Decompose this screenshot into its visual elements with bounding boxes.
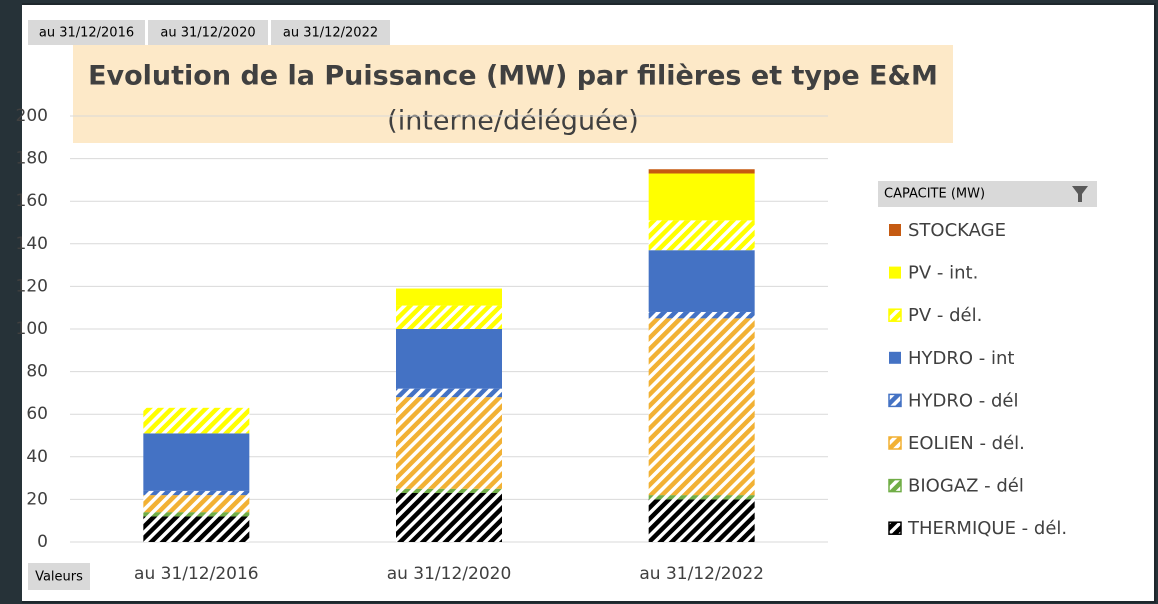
bar-segment bbox=[396, 493, 502, 542]
field-button[interactable] bbox=[148, 20, 268, 45]
legend-swatch bbox=[888, 521, 902, 535]
chart-title: Evolution de la Puissance (MW) par filiè… bbox=[88, 61, 938, 92]
values-button-label: Valeurs bbox=[35, 570, 83, 585]
side-strip bbox=[0, 0, 22, 604]
y-tick-label: 0 bbox=[37, 532, 48, 552]
y-tick-label: 200 bbox=[16, 106, 48, 126]
legend-label: BIOGAZ - dél bbox=[908, 476, 1024, 497]
y-tick-label: 180 bbox=[16, 149, 48, 169]
legend-swatch bbox=[888, 393, 902, 408]
y-tick-label: 140 bbox=[16, 234, 48, 254]
legend-label: PV - int. bbox=[908, 263, 978, 284]
bar-segment bbox=[143, 495, 250, 513]
field-button-label: au 31/12/2022 bbox=[283, 26, 378, 41]
legend-swatch bbox=[889, 351, 901, 364]
chart-subtitle: (interne/déléguée) bbox=[387, 106, 639, 137]
bar-segment bbox=[648, 250, 755, 312]
bar-segment bbox=[648, 499, 755, 542]
bar-segment bbox=[143, 490, 250, 496]
title-box bbox=[73, 45, 953, 143]
bar-segment bbox=[648, 495, 755, 500]
y-tick-label: 80 bbox=[26, 362, 48, 382]
legend-label: PV - dél. bbox=[908, 305, 982, 326]
values-button[interactable] bbox=[28, 563, 90, 590]
legend-label: EOLIEN - dél. bbox=[908, 433, 1025, 454]
legend-swatch bbox=[888, 436, 902, 450]
bar-segment bbox=[648, 220, 755, 251]
bar-segment bbox=[143, 516, 250, 542]
field-button-label: au 31/12/2016 bbox=[39, 26, 134, 41]
bar-segment bbox=[396, 488, 502, 494]
field-button[interactable] bbox=[28, 20, 145, 45]
y-tick-label: 20 bbox=[26, 489, 48, 509]
y-tick-label: 40 bbox=[26, 447, 48, 467]
legend-label: STOCKAGE bbox=[908, 220, 1006, 241]
legend-swatch bbox=[889, 266, 901, 279]
bar-segment bbox=[396, 288, 502, 306]
bar-segment bbox=[648, 311, 755, 319]
legend-swatch bbox=[889, 224, 901, 236]
filter-icon[interactable] bbox=[1072, 186, 1088, 202]
bar-segment bbox=[396, 329, 502, 389]
y-tick-label: 160 bbox=[16, 191, 48, 211]
legend-swatch bbox=[888, 308, 902, 322]
bar-segment bbox=[648, 173, 755, 221]
legend-title: CAPACITE (MW) bbox=[884, 187, 985, 202]
legend-swatch bbox=[888, 478, 902, 493]
y-tick-label: 120 bbox=[16, 276, 48, 296]
y-tick-label: 100 bbox=[16, 319, 48, 339]
bar-segment bbox=[143, 512, 250, 517]
legend-label: HYDRO - int bbox=[908, 348, 1014, 369]
x-tick-label: au 31/12/2022 bbox=[639, 564, 764, 584]
x-tick-label: au 31/12/2020 bbox=[387, 564, 512, 584]
legend-header[interactable] bbox=[878, 181, 1097, 207]
field-button[interactable] bbox=[271, 20, 390, 45]
y-tick-label: 60 bbox=[26, 404, 48, 424]
x-tick-label: au 31/12/2016 bbox=[134, 564, 259, 584]
bar-segment bbox=[648, 169, 755, 174]
bar-segment bbox=[143, 407, 250, 434]
bar-segment bbox=[396, 305, 502, 329]
bar-segment bbox=[143, 433, 250, 491]
field-button-label: au 31/12/2020 bbox=[160, 26, 255, 41]
legend-label: HYDRO - dél bbox=[908, 390, 1019, 411]
legend-label: THERMIQUE - dél. bbox=[907, 518, 1067, 539]
bar-segment bbox=[396, 388, 502, 398]
bar-segment bbox=[648, 318, 755, 496]
bar-segment bbox=[396, 397, 502, 489]
